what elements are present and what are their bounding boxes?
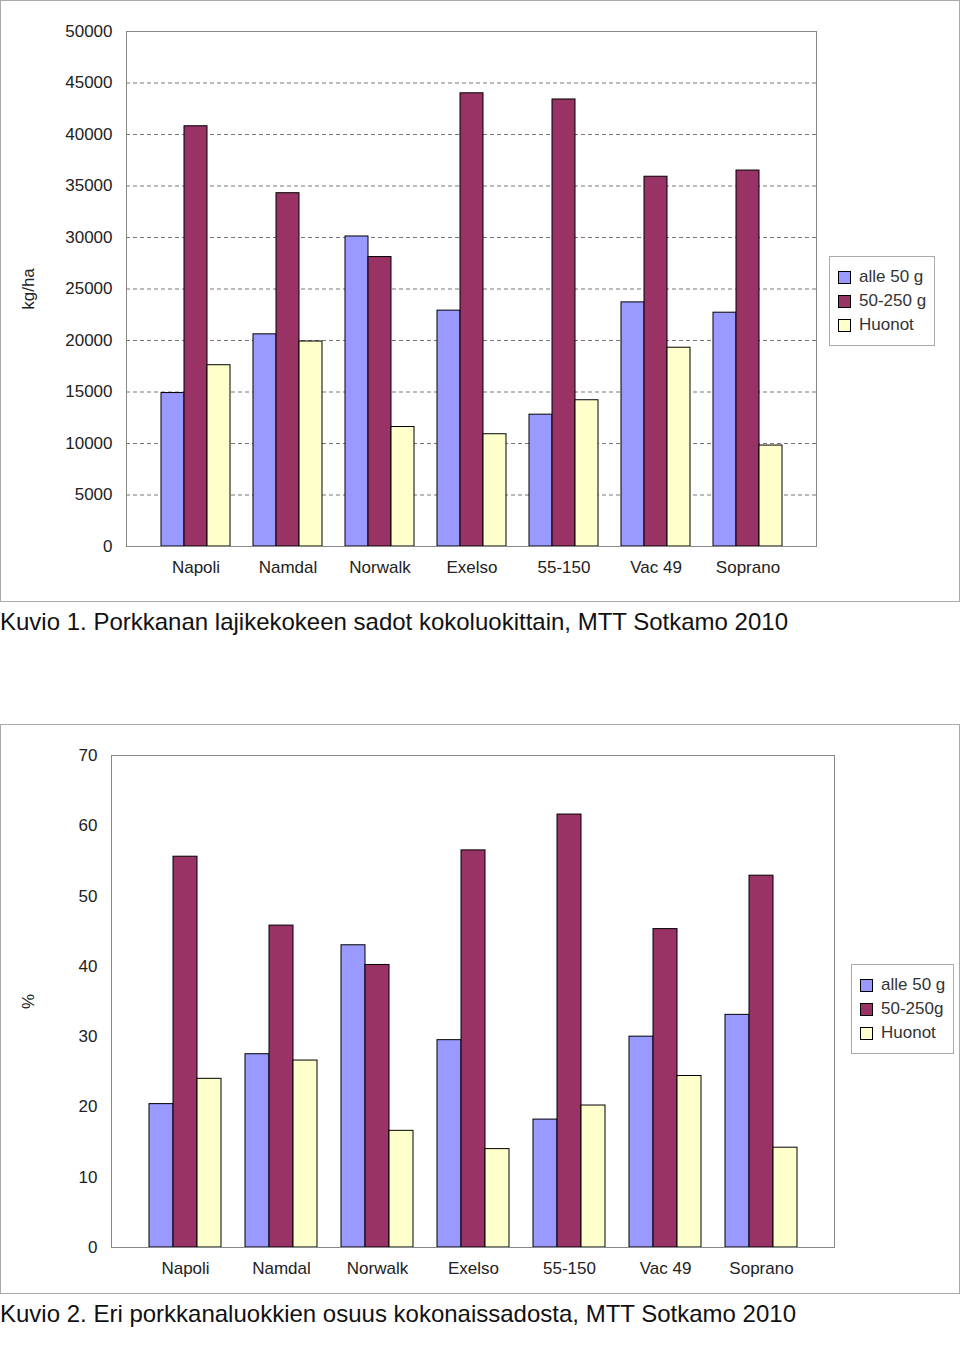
- svg-text:50000: 50000: [65, 22, 112, 41]
- svg-text:Vac 49: Vac 49: [630, 558, 682, 577]
- svg-text:0: 0: [88, 1238, 97, 1257]
- svg-text:55-150: 55-150: [543, 1259, 596, 1278]
- svg-text:25000: 25000: [65, 279, 112, 298]
- svg-text:Namdal: Namdal: [259, 558, 318, 577]
- svg-text:40: 40: [79, 957, 98, 976]
- html-text:Kuvio 2. Eri porkkanaluokkien: Kuvio 2. Eri porkkanaluokkien osuus koko…: [0, 1300, 796, 1327]
- svg-text:20: 20: [79, 1097, 98, 1116]
- svg-text:50: 50: [79, 887, 98, 906]
- html-text:Huonot: Huonot: [881, 1023, 936, 1042]
- svg-text:Exelso: Exelso: [446, 558, 497, 577]
- svg-text:Napoli: Napoli: [172, 558, 220, 577]
- svg-text:10000: 10000: [65, 434, 112, 453]
- svg-text:10: 10: [79, 1168, 98, 1187]
- svg-text:Namdal: Namdal: [252, 1259, 311, 1278]
- svg-text:30: 30: [79, 1027, 98, 1046]
- svg-text:Vac 49: Vac 49: [640, 1259, 692, 1278]
- svg-text:15000: 15000: [65, 382, 112, 401]
- svg-text:kg/ha: kg/ha: [19, 268, 38, 310]
- svg-text:5000: 5000: [75, 485, 113, 504]
- html-text:Huonot: Huonot: [859, 315, 914, 334]
- svg-text:60: 60: [79, 816, 98, 835]
- svg-text:45000: 45000: [65, 73, 112, 92]
- svg-text:Norwalk: Norwalk: [349, 558, 411, 577]
- svg-text:Norwalk: Norwalk: [347, 1259, 409, 1278]
- svg-text:30000: 30000: [65, 228, 112, 247]
- html-text:Kuvio 1. Porkkanan lajikekokee: Kuvio 1. Porkkanan lajikekokeen sadot ko…: [0, 608, 788, 635]
- svg-text:Soprano: Soprano: [729, 1259, 793, 1278]
- svg-text:55-150: 55-150: [538, 558, 591, 577]
- svg-text:70: 70: [79, 746, 98, 765]
- svg-text:35000: 35000: [65, 176, 112, 195]
- svg-text:%: %: [19, 994, 38, 1009]
- html-text:50-250 g: 50-250 g: [859, 291, 927, 310]
- svg-text:Soprano: Soprano: [716, 558, 780, 577]
- html-text:alle 50 g: alle 50 g: [859, 267, 924, 286]
- svg-text:0: 0: [103, 537, 112, 556]
- svg-text:Napoli: Napoli: [161, 1259, 209, 1278]
- svg-text:20000: 20000: [65, 331, 112, 350]
- svg-text:Exelso: Exelso: [448, 1259, 499, 1278]
- html-text:alle 50 g: alle 50 g: [881, 975, 946, 994]
- svg-text:40000: 40000: [65, 125, 112, 144]
- html-text:50-250g: 50-250g: [881, 999, 944, 1018]
